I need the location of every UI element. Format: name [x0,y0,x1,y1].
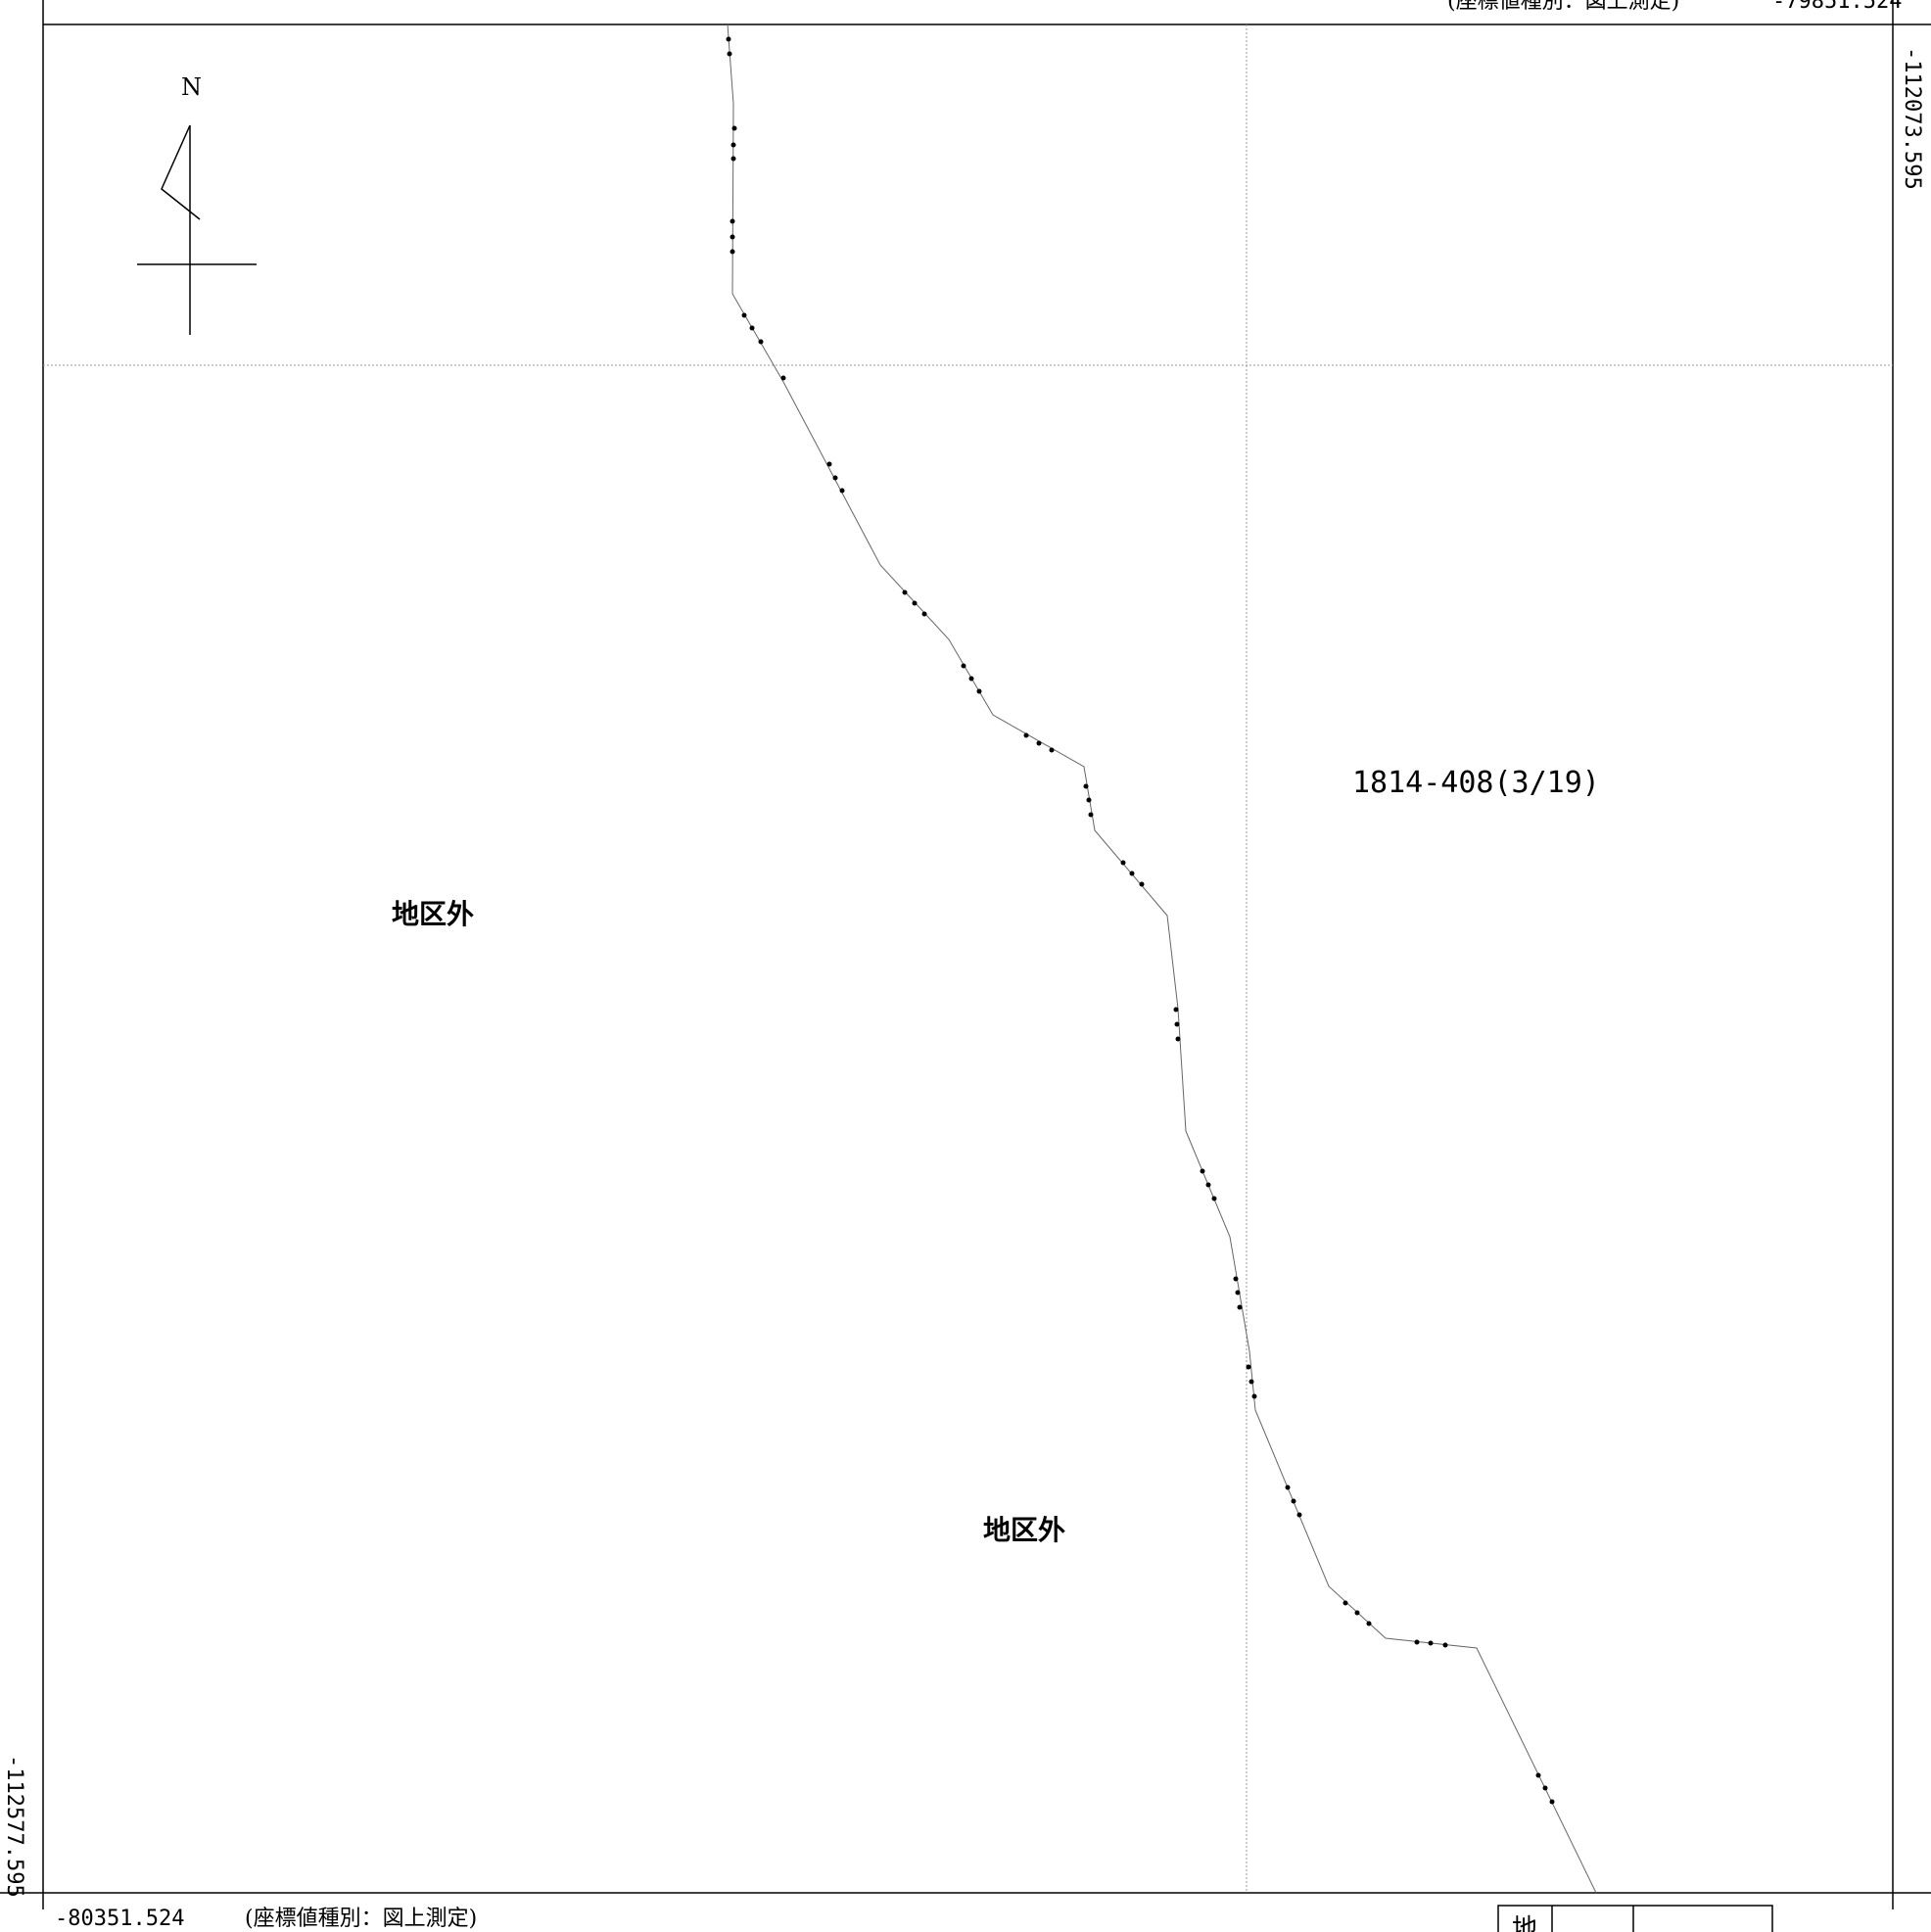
parcel-label: 1814-408(3/19) [1352,766,1600,800]
north-arrow-icon [137,124,257,335]
top-coordinate-note: (座標値種別：図上測定) [1447,0,1679,14]
grid-lines [43,24,1893,1893]
bottom-coordinate-note: (座標値種別：図上測定) [245,1907,477,1931]
legend-table [1497,1905,1773,1932]
outside-area-label-2: 地区外 [983,1514,1065,1546]
bottom-left-x-coordinate: -80351.524 [55,1907,184,1931]
outside-area-label-1: 地区外 [392,898,474,930]
legend-char: 地 [1512,1914,1537,1932]
boundary-points [726,36,1555,1805]
right-y-coordinate: -112073.595 [1900,47,1924,190]
left-y-coordinate: -112577.595 [2,1755,26,1898]
top-right-x-coordinate: -79851.524 [1772,0,1902,14]
north-label: N [181,73,202,101]
boundary-line [727,24,1597,1894]
